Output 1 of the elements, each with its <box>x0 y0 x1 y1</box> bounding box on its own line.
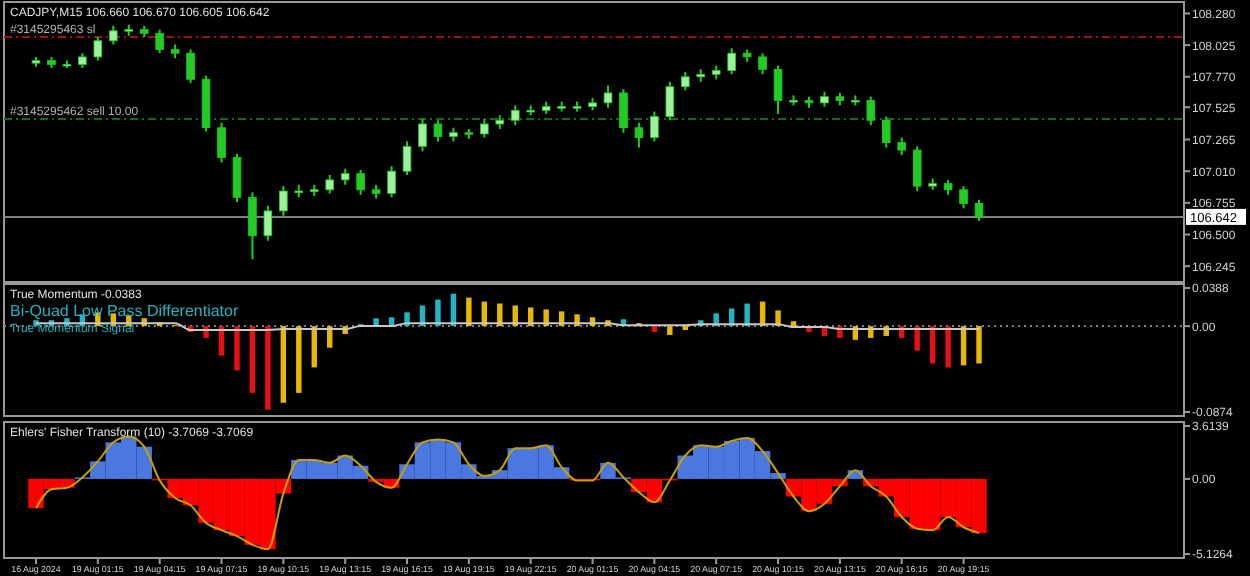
annotation: Bi-Quad Low Pass Differentiator <box>10 302 239 320</box>
